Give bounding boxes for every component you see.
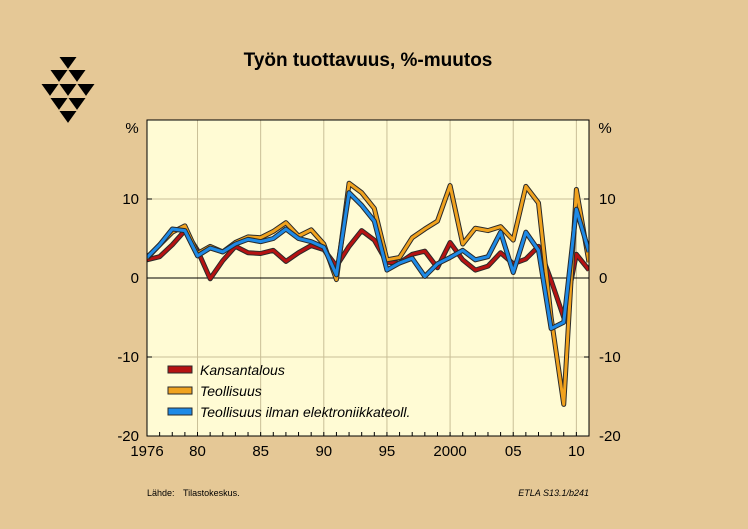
legend-swatch xyxy=(167,365,193,374)
chart-title: Työn tuottavuus, %-muutos xyxy=(244,50,493,71)
logo-triangle xyxy=(59,84,77,96)
logo-triangle xyxy=(77,84,95,96)
series-layer xyxy=(147,180,589,407)
logo-triangle xyxy=(68,70,86,82)
logo-triangle xyxy=(41,84,59,96)
x-tick-label: 95 xyxy=(379,443,396,460)
legend: Kansantalous Teollisuus Teollisuus ilman e… xyxy=(167,362,410,420)
y-tick-label-right: -20 xyxy=(599,428,621,445)
logo-triangle xyxy=(50,98,68,110)
logo-triangle xyxy=(59,57,77,69)
legend-label: Teollisuus ilman elektroniikkateoll. xyxy=(200,404,410,420)
x-tick-label: 05 xyxy=(505,443,522,460)
series-line-2 xyxy=(147,191,589,331)
x-tick-label: 10 xyxy=(568,443,585,460)
logo-triangle xyxy=(50,70,68,82)
logo-triangle xyxy=(59,111,77,123)
y-tick-label-right: 10 xyxy=(599,191,616,208)
source-label: Lähde: xyxy=(147,488,175,498)
y-unit-left: % xyxy=(125,120,138,137)
legend-label: Teollisuus xyxy=(200,383,262,399)
x-tick-label: 1976 xyxy=(130,443,163,460)
legend-swatch xyxy=(167,407,193,416)
x-tick-label: 2000 xyxy=(433,443,466,460)
x-tick-label: 90 xyxy=(315,443,332,460)
axis-ticks xyxy=(146,198,590,437)
chart-code: ETLA S13.1/b241 xyxy=(518,488,589,498)
y-tick-label-right: 0 xyxy=(599,270,607,287)
x-tick-label: 80 xyxy=(189,443,206,460)
legend-label: Kansantalous xyxy=(200,362,285,378)
logo-triangle xyxy=(68,98,86,110)
legend-swatch xyxy=(167,386,193,395)
y-tick-label-left: -10 xyxy=(117,349,139,366)
y-tick-label-left: 0 xyxy=(131,270,139,287)
x-tick-label: 85 xyxy=(252,443,269,460)
etla-logo-icon xyxy=(41,57,95,123)
y-tick-label-left: 10 xyxy=(122,191,139,208)
y-tick-label-left: -20 xyxy=(117,428,139,445)
y-unit-right: % xyxy=(598,120,611,137)
source-value: Tilastokeskus. xyxy=(183,488,240,498)
y-tick-label-right: -10 xyxy=(599,349,621,366)
